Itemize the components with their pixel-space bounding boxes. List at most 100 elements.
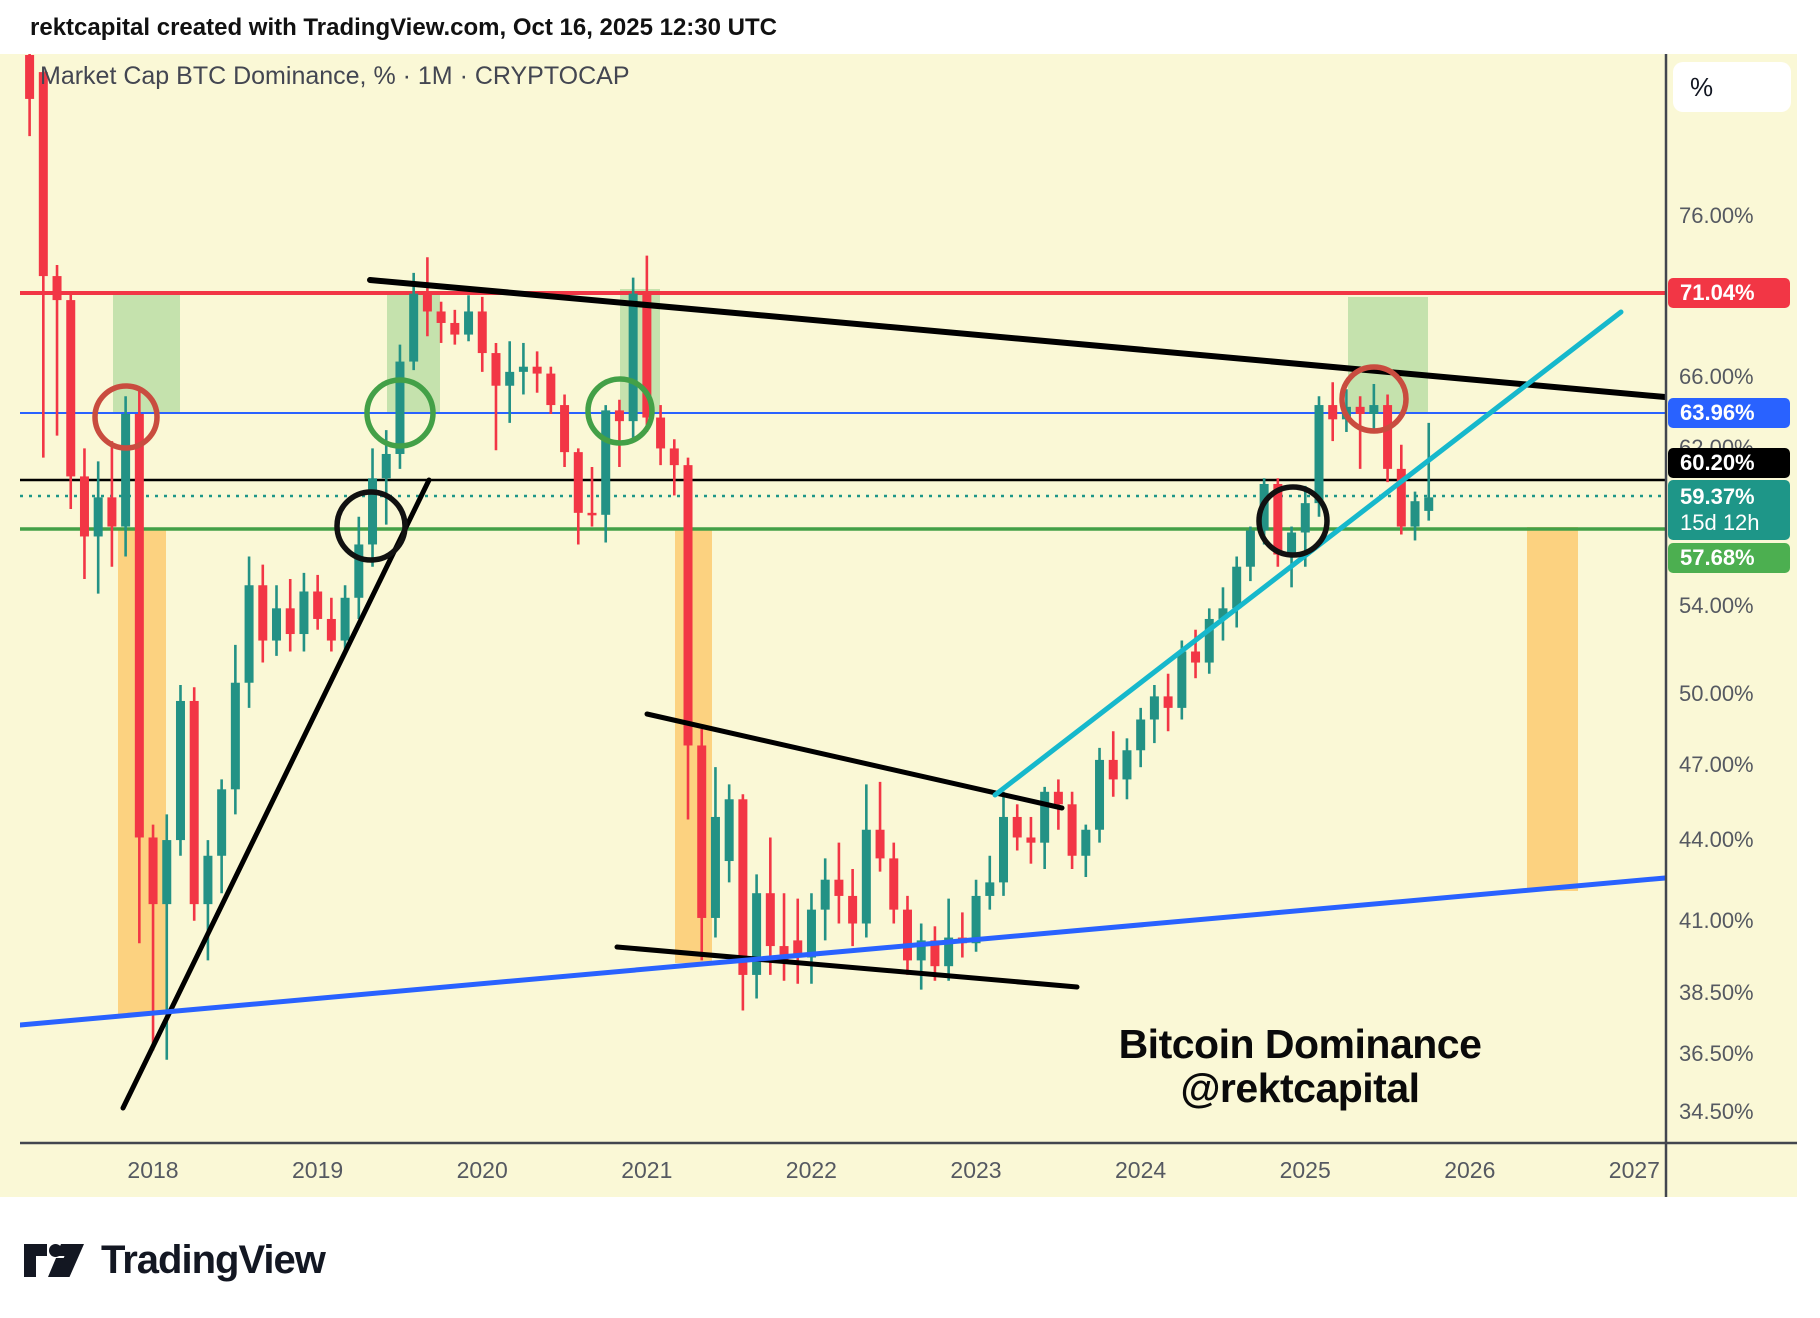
candle <box>93 461 103 594</box>
black-retest-circle[interactable] <box>1256 484 1330 558</box>
green-breakout-circle[interactable] <box>585 376 655 446</box>
candle <box>1424 422 1434 521</box>
candle <box>697 728 707 961</box>
candle <box>861 784 871 938</box>
unit-label: % <box>1690 71 1714 102</box>
red-retest-circle[interactable] <box>92 383 160 451</box>
price-tick-label: 34.50% <box>1679 1099 1754 1124</box>
candle <box>1163 673 1173 732</box>
candle <box>532 351 542 393</box>
price-badge: 59.37% 15d 12h <box>1668 480 1790 540</box>
candle <box>642 255 652 432</box>
price-badge: 60.20% <box>1668 448 1790 478</box>
candle <box>477 296 487 372</box>
attribution-text: rektcapital created with TradingView.com… <box>30 14 777 41</box>
candle <box>395 344 405 469</box>
price-tick-label: 47.00% <box>1679 752 1754 777</box>
tradingview-footer: TradingView <box>23 1238 326 1283</box>
candle <box>258 564 268 663</box>
candle <box>1149 684 1159 744</box>
candle <box>1095 747 1105 843</box>
steep-2018-uptrend-line[interactable] <box>120 477 432 1111</box>
candle <box>669 439 679 496</box>
candle <box>38 70 48 458</box>
candle <box>1245 526 1255 582</box>
watermark-line2: @rektcapital <box>1180 1065 1420 1111</box>
candle <box>1122 738 1132 800</box>
candle <box>1136 707 1146 768</box>
candle <box>1218 587 1228 641</box>
green-target-zone[interactable] <box>1348 297 1428 412</box>
tradingview-logo-icon <box>24 1243 84 1277</box>
candle <box>601 405 611 543</box>
price-badge: 57.68% <box>1668 543 1790 573</box>
price-badge: 63.96% <box>1668 398 1790 428</box>
candle <box>765 837 775 975</box>
candle <box>189 687 199 921</box>
price-tick-label: 50.00% <box>1679 681 1754 706</box>
orange-projection-zone[interactable] <box>1527 527 1578 891</box>
year-tick-label: 2019 <box>292 1157 344 1183</box>
year-tick-label: 2027 <box>1608 1157 1660 1183</box>
candle <box>587 467 597 527</box>
macro-resistance-trendline[interactable] <box>367 277 1666 400</box>
candle <box>66 293 76 509</box>
candle <box>656 405 666 466</box>
candle <box>368 448 378 567</box>
candle <box>560 394 570 468</box>
candle <box>505 341 515 423</box>
candle <box>244 556 254 708</box>
candle <box>450 309 460 345</box>
candle <box>491 342 501 451</box>
candle <box>313 574 323 630</box>
candle <box>1012 804 1022 851</box>
price-tick-label: 44.00% <box>1679 827 1754 852</box>
candle <box>354 516 364 619</box>
candle <box>217 779 227 894</box>
candle <box>518 342 528 395</box>
plot-area <box>20 54 1666 1111</box>
year-tick-label: 2018 <box>127 1157 179 1183</box>
candle <box>1355 396 1365 469</box>
macro-support-trendline[interactable] <box>20 875 1666 1028</box>
candle <box>299 572 309 652</box>
green-breakout-circle[interactable] <box>364 377 436 449</box>
year-tick-label: 2022 <box>785 1157 837 1183</box>
candle <box>1396 444 1406 535</box>
black-retest-circle[interactable] <box>334 489 408 563</box>
candle <box>985 855 995 910</box>
candle <box>1204 608 1214 674</box>
watermark: Bitcoin Dominance @rektcapital <box>1050 1022 1550 1110</box>
candle <box>930 926 940 981</box>
candle <box>1053 779 1063 830</box>
wedge-lower-line[interactable] <box>614 944 1080 990</box>
candle <box>889 842 899 924</box>
candle <box>1369 383 1379 432</box>
candle <box>107 441 117 567</box>
price-tick-label: 54.00% <box>1679 593 1754 618</box>
candle <box>1328 382 1338 442</box>
price-tick-label: 41.00% <box>1679 908 1754 933</box>
candle <box>875 781 885 872</box>
candle <box>285 579 295 652</box>
green-target-zone[interactable] <box>620 289 660 413</box>
candle <box>1383 394 1393 483</box>
candle <box>1040 786 1050 869</box>
wedge-upper-line[interactable] <box>644 711 1065 811</box>
price-axis-unit-button[interactable]: % <box>1673 62 1791 112</box>
symbol-title[interactable]: Market Cap BTC Dominance, % · 1M · CRYPT… <box>40 62 630 90</box>
candle <box>1067 791 1077 869</box>
candle <box>834 842 844 924</box>
year-tick-label: 2023 <box>950 1157 1002 1183</box>
candle <box>230 644 240 815</box>
price-tick-label: 76.00% <box>1679 203 1754 228</box>
red-retest-circle[interactable] <box>1339 364 1409 434</box>
candle <box>1081 824 1091 878</box>
candle <box>710 767 720 938</box>
candle <box>752 874 762 999</box>
year-tick-label: 2021 <box>621 1157 673 1183</box>
orange-drawdown-zone[interactable] <box>675 530 712 963</box>
watermark-line1: Bitcoin Dominance <box>1118 1021 1482 1067</box>
candle <box>999 791 1009 896</box>
